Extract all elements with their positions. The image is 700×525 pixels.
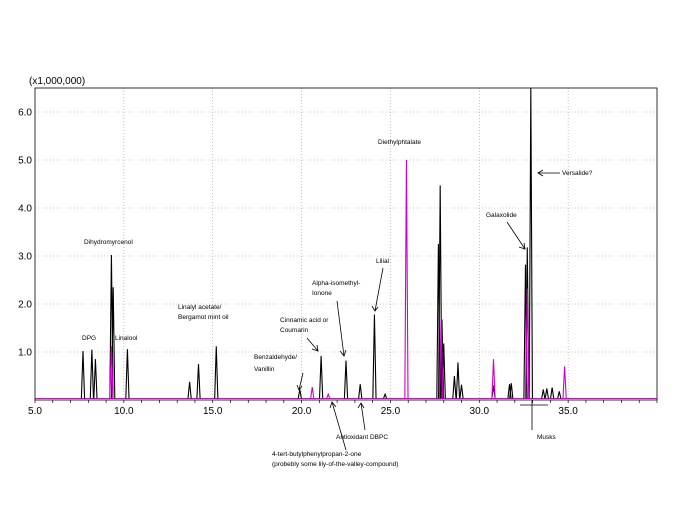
peak-black bbox=[318, 355, 324, 399]
label-galaxolide: Galaxolide bbox=[486, 212, 517, 219]
label-cinnamic-line2: Coumarin bbox=[280, 327, 309, 334]
plot-frame bbox=[34, 87, 658, 401]
y-tick-label: 3.0 bbox=[18, 252, 32, 263]
arrowhead-versalide bbox=[537, 169, 544, 177]
chromatogram-traces bbox=[35, 87, 657, 399]
peak-black bbox=[343, 360, 349, 399]
x-tick-label: 20.0 bbox=[292, 406, 312, 417]
label-diethylphtalate: Diethylphtalate bbox=[378, 139, 421, 146]
x-tick-label: 25.0 bbox=[381, 406, 401, 417]
y-multiplier-label: (x1,000,000) bbox=[29, 76, 85, 87]
peak-black bbox=[544, 388, 549, 399]
y-tick-label: 4.0 bbox=[18, 204, 32, 215]
peak-black bbox=[80, 351, 86, 399]
peak-magenta bbox=[326, 392, 331, 399]
x-tick-label: 15.0 bbox=[203, 406, 223, 417]
y-tick-label: 6.0 bbox=[18, 108, 32, 119]
x-tick-label: 10.0 bbox=[114, 406, 134, 417]
x-tick-label: 35.0 bbox=[558, 406, 578, 417]
arrow-lilial bbox=[374, 267, 384, 312]
musks-bracket bbox=[520, 400, 548, 406]
peak-magenta bbox=[109, 346, 114, 399]
x-tick-label: 30.0 bbox=[470, 406, 490, 417]
arrow-cinnamic bbox=[306, 337, 319, 352]
label-benzaldehyde-line1: Benzaldehyde/ bbox=[254, 354, 297, 361]
label-alpha-line2: Ionone bbox=[312, 290, 332, 297]
peak-magenta bbox=[438, 318, 444, 399]
x-tick-label: 5.0 bbox=[28, 406, 42, 417]
label-linalyl-line2: Bergamot mint oil bbox=[178, 314, 229, 321]
peak-black bbox=[196, 363, 201, 399]
label-butylphenyl-line2: (probebly some lily-of-the-valley-compou… bbox=[272, 461, 398, 468]
peak-black bbox=[436, 243, 441, 399]
arrowhead-alpha bbox=[339, 349, 347, 357]
peak-black bbox=[358, 384, 363, 399]
label-dpg: DPG bbox=[82, 335, 96, 342]
peak-magenta bbox=[562, 366, 567, 399]
peak-black bbox=[459, 384, 464, 399]
peak-black bbox=[125, 349, 130, 399]
peak-magenta bbox=[525, 288, 530, 399]
peak-magenta bbox=[491, 359, 496, 399]
peak-black bbox=[89, 349, 95, 399]
y-tick-label: 5.0 bbox=[18, 156, 32, 167]
label-cinnamic-line1: Cinnamic acid or bbox=[280, 317, 329, 324]
peak-black bbox=[541, 389, 546, 399]
peak-black bbox=[557, 391, 562, 399]
peak-magenta bbox=[404, 159, 409, 399]
arrowhead-galaxolide bbox=[518, 242, 526, 250]
arrowhead-cinnamic bbox=[311, 344, 319, 352]
arrowhead-lilial bbox=[371, 305, 379, 312]
peak-black bbox=[455, 362, 461, 399]
arrow-galaxolide bbox=[506, 221, 526, 250]
peak-black bbox=[372, 314, 377, 399]
peak-black bbox=[509, 383, 514, 399]
label-benzaldehyde-line2: Vanillin bbox=[254, 366, 275, 373]
label-lilial: Lilial bbox=[376, 258, 390, 265]
grid-lines bbox=[35, 88, 657, 400]
arrowhead-benzaldehyde bbox=[296, 384, 303, 391]
arrow-benzaldehyde bbox=[298, 372, 304, 391]
peak-black bbox=[528, 87, 533, 399]
label-dihydromyrcenol: Dihydromyrcenol bbox=[84, 239, 133, 246]
peak-black bbox=[550, 387, 555, 399]
y-tick-label: 1.0 bbox=[18, 348, 32, 359]
arrowhead-dbpc bbox=[357, 402, 365, 409]
arrowhead-butylphenyl bbox=[329, 401, 337, 409]
annotation-arrows bbox=[296, 169, 560, 451]
label-dbpc: Antioxidant DBPC bbox=[336, 434, 388, 441]
peak-black bbox=[187, 381, 192, 399]
peak-black bbox=[214, 346, 219, 399]
peak-black bbox=[452, 375, 457, 399]
arrow-butylphenyl bbox=[331, 401, 347, 451]
peak-black bbox=[382, 392, 388, 399]
label-linalool: Linalool bbox=[115, 335, 138, 342]
axis-ticks: 1.0 2.0 3.0 4.0 5.0 6.0 5.0 10.0 15.0 20.0 25.0 30.… bbox=[18, 108, 658, 417]
arrow-dbpc bbox=[360, 402, 366, 431]
label-butylphenyl-line1: 4-tert-butylphenylpropan-2-one bbox=[272, 451, 362, 458]
y-tick-label: 2.0 bbox=[18, 300, 32, 311]
label-alpha-line1: Alpha-isomethyl- bbox=[312, 280, 360, 287]
label-versalide: Versalide? bbox=[562, 170, 593, 177]
peak-black bbox=[297, 389, 302, 399]
label-musks: Musks bbox=[537, 434, 557, 441]
peak-magenta bbox=[310, 386, 315, 399]
peak-black bbox=[93, 359, 98, 399]
arrow-alpha bbox=[336, 300, 345, 357]
label-linalyl-line1: Linalyl acetate/ bbox=[178, 304, 222, 311]
